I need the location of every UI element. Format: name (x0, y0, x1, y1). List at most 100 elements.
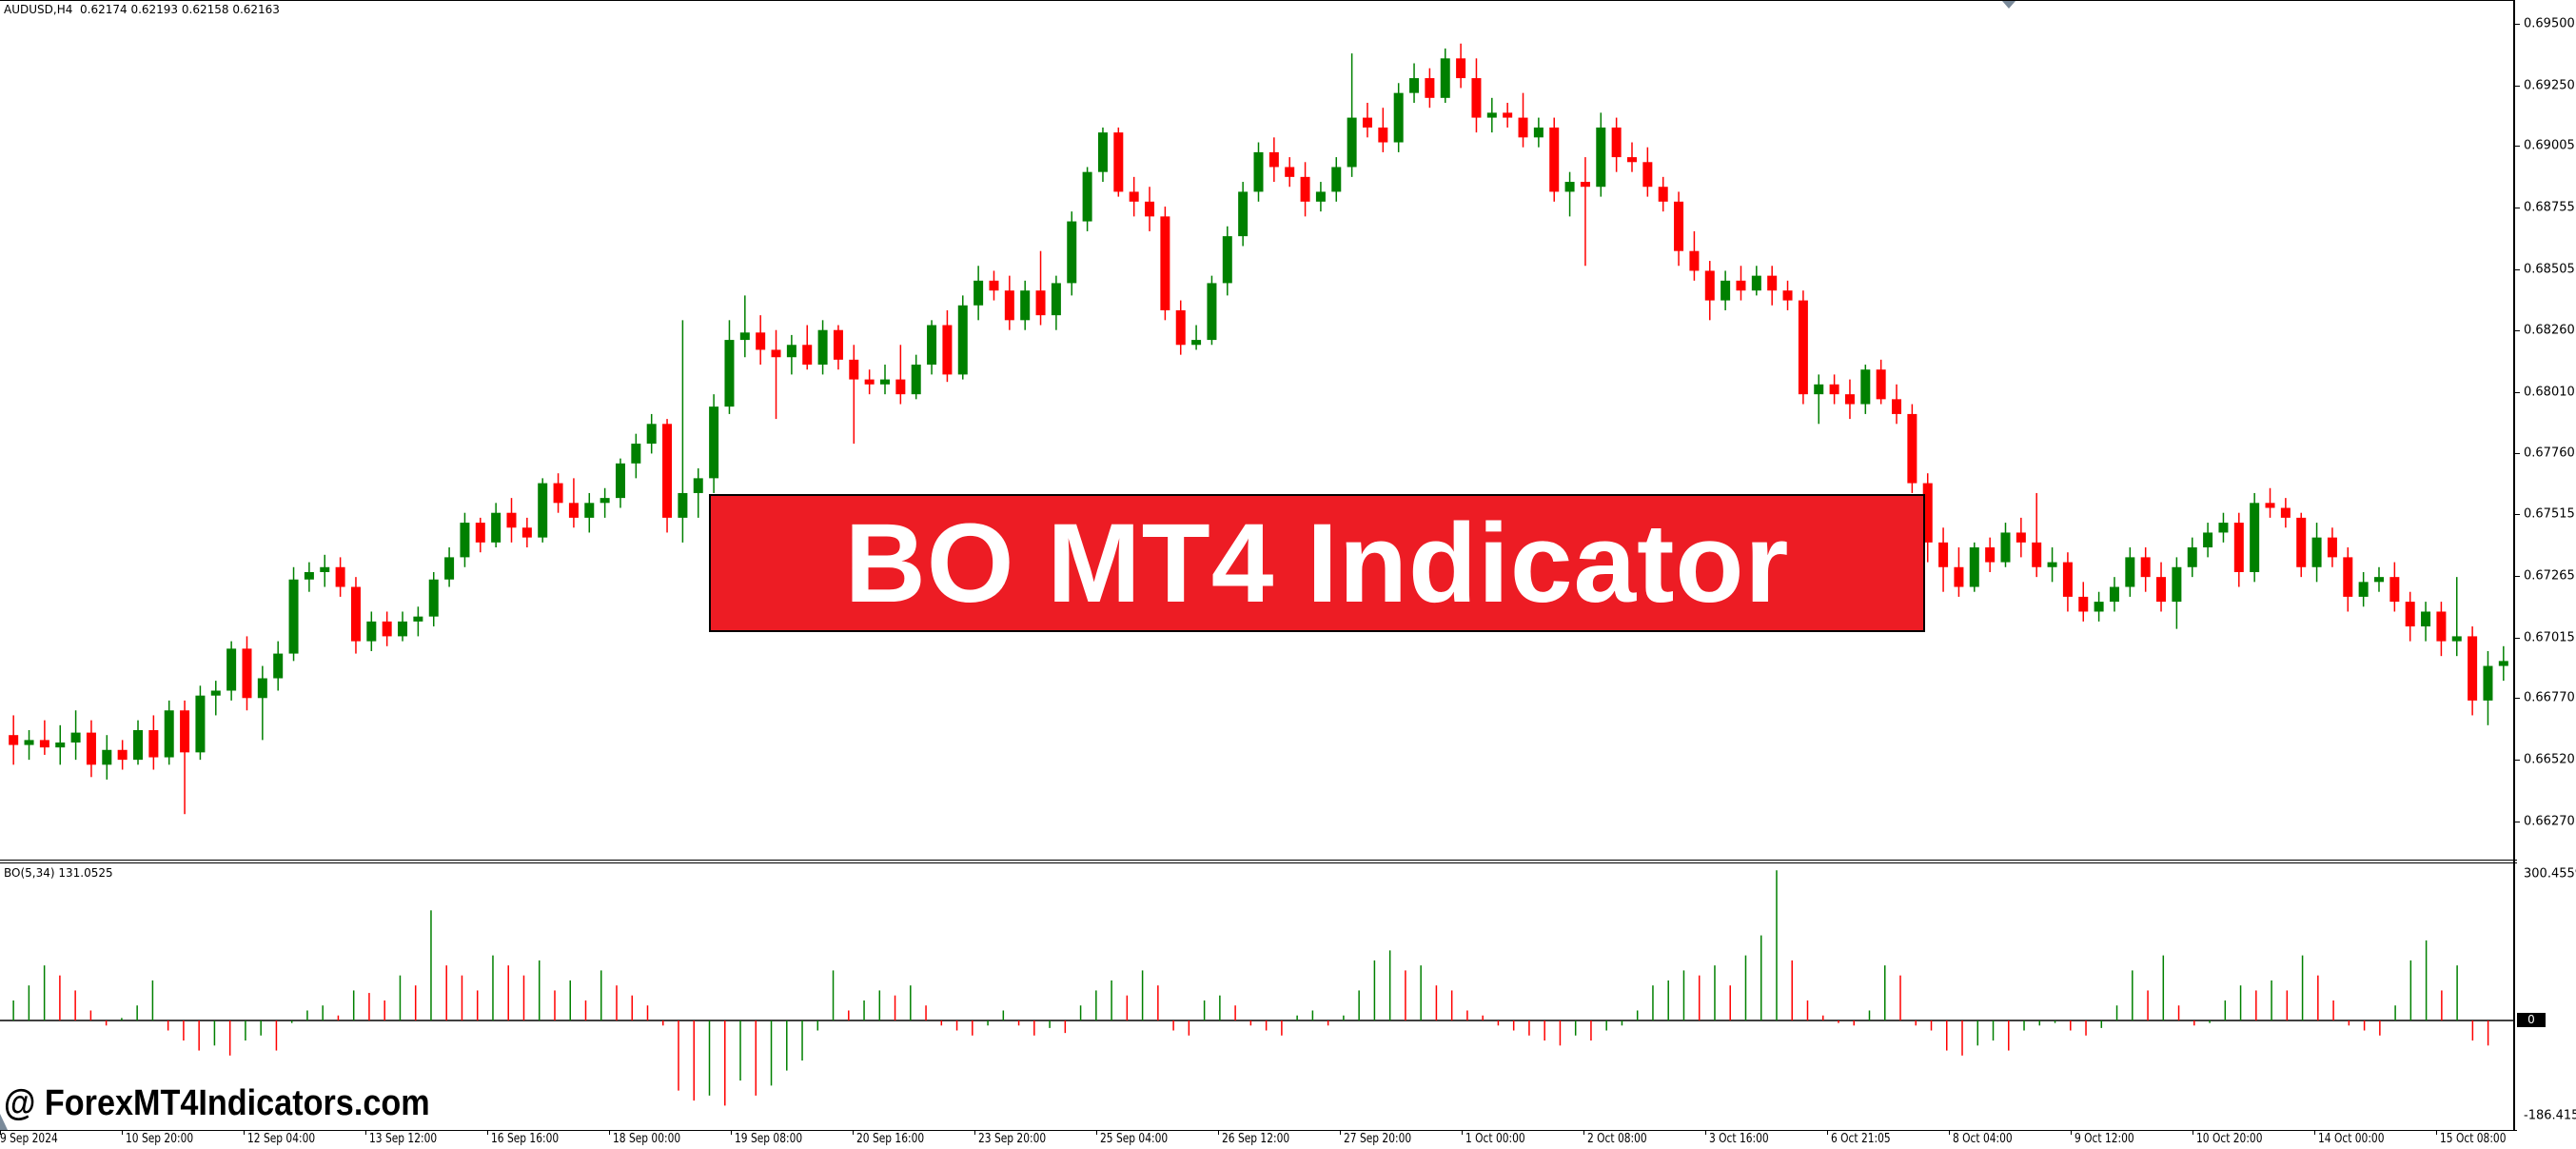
time-tick (2436, 1130, 2437, 1135)
candle-body (1393, 92, 1404, 143)
candle-body (1503, 112, 1513, 118)
time-tick (1462, 1130, 1463, 1135)
candle-body (1767, 275, 1778, 291)
candle-body (273, 653, 284, 679)
candle-body (1518, 117, 1528, 138)
candle-body (2078, 596, 2089, 612)
price-tick-label: 0.68260 (2524, 323, 2575, 338)
candle-body (724, 340, 735, 407)
candle-body (133, 730, 144, 761)
candle-body (2468, 636, 2478, 701)
candle-body (1347, 117, 1357, 168)
indicator-label: BO(5,34) 131.0525 (4, 866, 113, 880)
time-tick-label: 14 Oct 00:00 (2318, 1132, 2385, 1146)
price-tick-label: 0.67265 (2524, 568, 2575, 584)
candle-body (2451, 636, 2462, 642)
chart-shift-marker-icon[interactable] (2002, 1, 2016, 9)
price-tick (2515, 24, 2520, 25)
candle-body (1580, 182, 1590, 188)
candle-body (195, 695, 206, 753)
candle-body (2436, 611, 2447, 642)
candle-body (2389, 577, 2400, 603)
candle-body (1674, 201, 1684, 251)
candle-body (1486, 112, 1497, 118)
candle-body (1564, 182, 1575, 192)
candle-body (802, 345, 813, 366)
candle-body (2140, 557, 2151, 578)
candle-body (1207, 283, 1217, 341)
panel-separator[interactable] (0, 860, 2517, 861)
candle-body (1300, 176, 1310, 202)
candle-body (9, 735, 19, 745)
chart-window (0, 0, 2515, 1130)
candle-body (1471, 78, 1482, 118)
candle-body (1954, 566, 1964, 587)
candle-body (1160, 216, 1170, 310)
time-tick-label: 3 Oct 16:00 (1709, 1132, 1769, 1146)
candle-body (521, 527, 532, 538)
time-tick (1705, 1130, 1706, 1135)
candle-body (1191, 340, 1202, 346)
candle-body (662, 424, 673, 518)
candle-body (2358, 582, 2369, 597)
candle-body (24, 740, 34, 745)
candle-body (1969, 547, 1979, 587)
price-tick (2515, 453, 2520, 455)
candle-body (786, 345, 796, 358)
candle-body (2250, 503, 2260, 572)
candle-body (86, 732, 96, 765)
candle-body (2187, 547, 2197, 567)
price-tick-label: 0.68755 (2524, 200, 2575, 215)
candle-body (1626, 157, 1637, 163)
candle-body (1425, 78, 1435, 98)
candle-body (2032, 542, 2042, 567)
candle-body (600, 498, 610, 504)
candle-body (2094, 602, 2104, 612)
candle-body (39, 740, 49, 748)
candle-body (1378, 127, 1388, 143)
candle-body (1860, 369, 1871, 405)
time-tick (2071, 1130, 2072, 1135)
time-tick-label: 27 Sep 20:00 (1344, 1132, 1412, 1146)
candle-body (2498, 661, 2508, 666)
candle-body (2125, 557, 2135, 587)
candle-body (2172, 566, 2182, 603)
candle-body (709, 406, 719, 479)
time-tick-label: 8 Oct 04:00 (1953, 1132, 2013, 1146)
candle-body (1238, 191, 1249, 237)
candle-body (1067, 221, 1077, 284)
candle-body (1035, 290, 1046, 316)
time-tick-label: 26 Sep 12:00 (1222, 1132, 1290, 1146)
price-tick (2515, 575, 2520, 577)
candle-body (506, 512, 517, 528)
price-chart[interactable] (0, 0, 2515, 1130)
time-tick (1096, 1130, 1097, 1135)
candle-body (350, 586, 361, 642)
candle-body (631, 444, 641, 464)
candle-body (1876, 369, 1886, 400)
candle-body (1456, 58, 1466, 79)
time-tick-label: 13 Sep 12:00 (369, 1132, 438, 1146)
time-tick (487, 1130, 488, 1135)
candle-body (2233, 523, 2244, 572)
candle-body (335, 566, 345, 587)
price-tick (2515, 146, 2520, 148)
price-tick (2515, 85, 2520, 87)
candle-body (1736, 280, 1746, 291)
candle-body (2062, 562, 2073, 597)
candle-body (739, 332, 750, 341)
candle-body (382, 621, 392, 637)
candle-body (2280, 507, 2291, 518)
candle-body (1611, 127, 1622, 158)
candle-body (584, 503, 595, 518)
time-tick-label: 2 Oct 08:00 (1587, 1132, 1647, 1146)
candle-body (1938, 542, 1949, 567)
candle-body (973, 280, 984, 306)
candle-body (1829, 384, 1839, 395)
time-tick-label: 23 Sep 20:00 (978, 1132, 1047, 1146)
candle-body (2421, 611, 2431, 627)
candle-body (817, 329, 828, 366)
indicator-zero-marker: 0 (2517, 1013, 2546, 1027)
price-tick-label: 0.66520 (2524, 752, 2575, 767)
time-tick-label: 18 Sep 00:00 (613, 1132, 681, 1146)
